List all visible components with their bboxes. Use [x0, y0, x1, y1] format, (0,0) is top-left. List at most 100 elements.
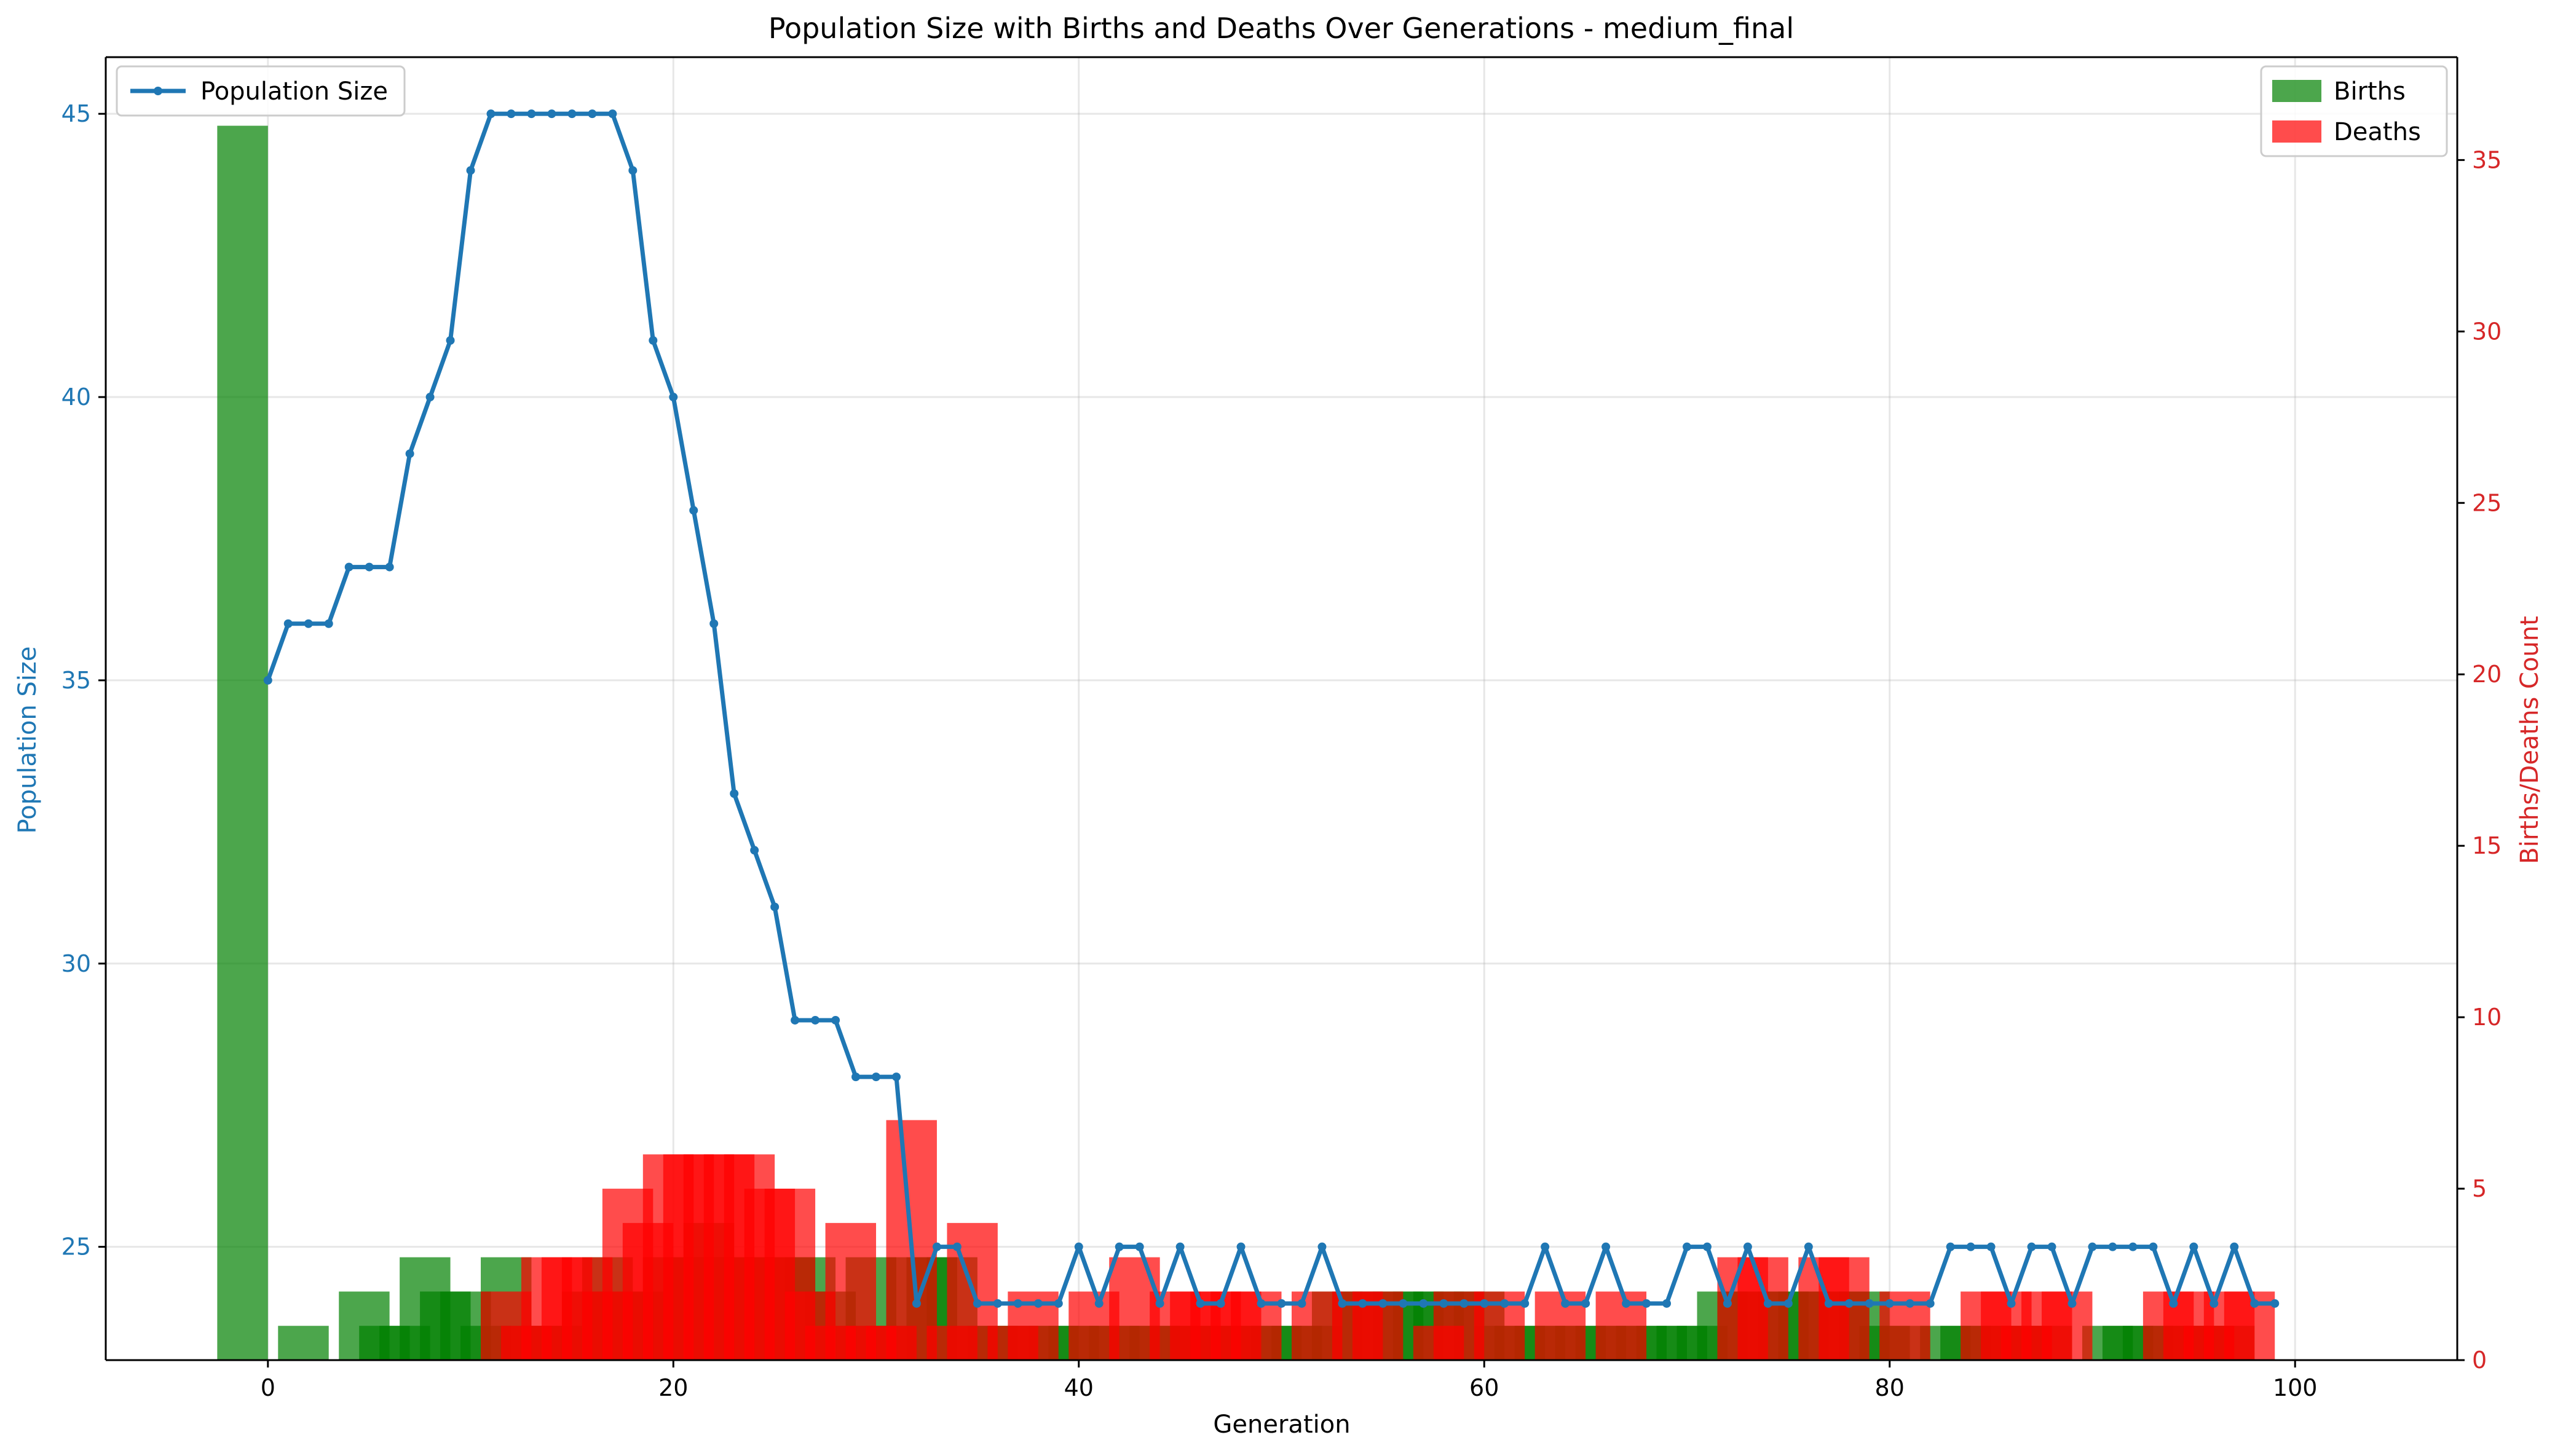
population-point — [932, 1242, 941, 1251]
population-point — [1966, 1242, 1975, 1251]
population-point — [263, 675, 272, 685]
population-line — [263, 109, 2280, 1308]
population-point — [1885, 1299, 1894, 1308]
deaths-bar — [1819, 1257, 1870, 1360]
population-point — [1135, 1242, 1144, 1251]
y-right-tick-label: 0 — [2472, 1347, 2487, 1374]
population-point — [365, 562, 374, 572]
y-right-tick-label: 5 — [2472, 1175, 2487, 1202]
population-point — [283, 619, 293, 628]
population-point — [507, 109, 516, 119]
population-point — [527, 109, 536, 119]
population-point — [1682, 1242, 1691, 1251]
population-point — [1317, 1242, 1327, 1251]
population-point — [851, 1072, 861, 1082]
deaths-bar — [1737, 1257, 1788, 1360]
y-right-tick-label: 15 — [2472, 832, 2502, 859]
y-right-tick-label: 30 — [2472, 318, 2502, 345]
population-point — [1196, 1299, 1205, 1308]
population-point — [1459, 1299, 1469, 1308]
population-point — [466, 166, 475, 175]
y-right-tick-label: 35 — [2472, 146, 2502, 173]
births-bar — [217, 125, 268, 1360]
y-right-tick-label: 25 — [2472, 489, 2502, 516]
legend-births-deaths: Births Deaths — [2260, 65, 2448, 157]
population-point — [1216, 1299, 1225, 1308]
population-point — [324, 619, 333, 628]
x-tick-label: 100 — [2273, 1374, 2318, 1401]
population-point — [2088, 1242, 2097, 1251]
population-point — [1642, 1299, 1651, 1308]
population-point — [791, 1015, 800, 1025]
population-point — [2128, 1242, 2138, 1251]
x-tick-label: 80 — [1875, 1374, 1905, 1401]
population-point — [689, 506, 698, 515]
y-left-tick-label: 45 — [61, 100, 91, 127]
population-point — [1277, 1299, 1286, 1308]
population-point — [770, 902, 780, 911]
population-point — [1804, 1242, 1813, 1251]
population-point — [1297, 1299, 1306, 1308]
population-point — [1946, 1242, 1955, 1251]
population-point — [1074, 1242, 1083, 1251]
population-point — [730, 789, 739, 798]
population-point — [1986, 1242, 1996, 1251]
y-left-tick-label: 35 — [61, 667, 91, 694]
legend-births-label: Births — [2334, 77, 2406, 106]
population-point — [1419, 1299, 1428, 1308]
population-point — [1094, 1299, 1104, 1308]
x-tick-label: 60 — [1469, 1374, 1499, 1401]
population-point — [446, 336, 455, 345]
population-point — [750, 846, 759, 855]
x-axis-title: Generation — [1213, 1411, 1350, 1439]
population-point — [344, 562, 353, 572]
population-point — [1399, 1299, 1408, 1308]
population-point — [1439, 1299, 1448, 1308]
population-point — [669, 393, 678, 402]
population-point — [304, 619, 313, 628]
y-left-tick-label: 25 — [61, 1234, 91, 1261]
legend-deaths-label: Deaths — [2334, 118, 2421, 146]
population-point — [2067, 1299, 2077, 1308]
population-point — [891, 1072, 901, 1082]
population-point — [993, 1299, 1002, 1308]
population-point — [1236, 1242, 1246, 1251]
population-point — [1662, 1299, 1672, 1308]
tick-labels: 0 20 40 60 80 100 25 30 35 40 45 0 5 10 15 20 25 30 35 — [61, 100, 2502, 1401]
population-point — [1541, 1242, 1550, 1251]
population-point — [872, 1072, 881, 1082]
population-point — [1601, 1242, 1611, 1251]
y-right-tick-label: 20 — [2472, 661, 2502, 688]
population-point — [2149, 1242, 2158, 1251]
y-left-tick-label: 30 — [61, 950, 91, 977]
population-point — [2047, 1242, 2056, 1251]
y-axis-right-title: Births/Deaths Count — [2516, 616, 2544, 864]
population-point — [486, 109, 496, 119]
population-point — [628, 166, 638, 175]
chart-title: Population Size with Births and Deaths O… — [768, 12, 1794, 45]
population-line-path — [266, 111, 2275, 1306]
x-tick-label: 20 — [658, 1374, 688, 1401]
population-point — [1358, 1299, 1367, 1308]
population-point — [2270, 1299, 2280, 1308]
legend-population: Population Size — [116, 65, 406, 117]
population-point — [1338, 1299, 1347, 1308]
deaths-bar — [2042, 1291, 2093, 1360]
population-point — [2027, 1242, 2036, 1251]
population-point — [1115, 1242, 1124, 1251]
population-point — [649, 336, 658, 345]
population-point — [1865, 1299, 1874, 1308]
population-point — [912, 1299, 921, 1308]
population-point — [2169, 1299, 2178, 1308]
population-point — [709, 619, 719, 628]
population-point — [608, 109, 617, 119]
population-point — [588, 109, 597, 119]
x-tick-label: 40 — [1064, 1374, 1094, 1401]
population-point — [1783, 1299, 1793, 1308]
population-point — [1378, 1299, 1388, 1308]
legend-population-label: Population Size — [200, 77, 388, 106]
x-tick-label: 0 — [261, 1374, 275, 1401]
population-point — [1622, 1299, 1631, 1308]
population-point — [2210, 1299, 2219, 1308]
population-point — [2007, 1299, 2016, 1308]
